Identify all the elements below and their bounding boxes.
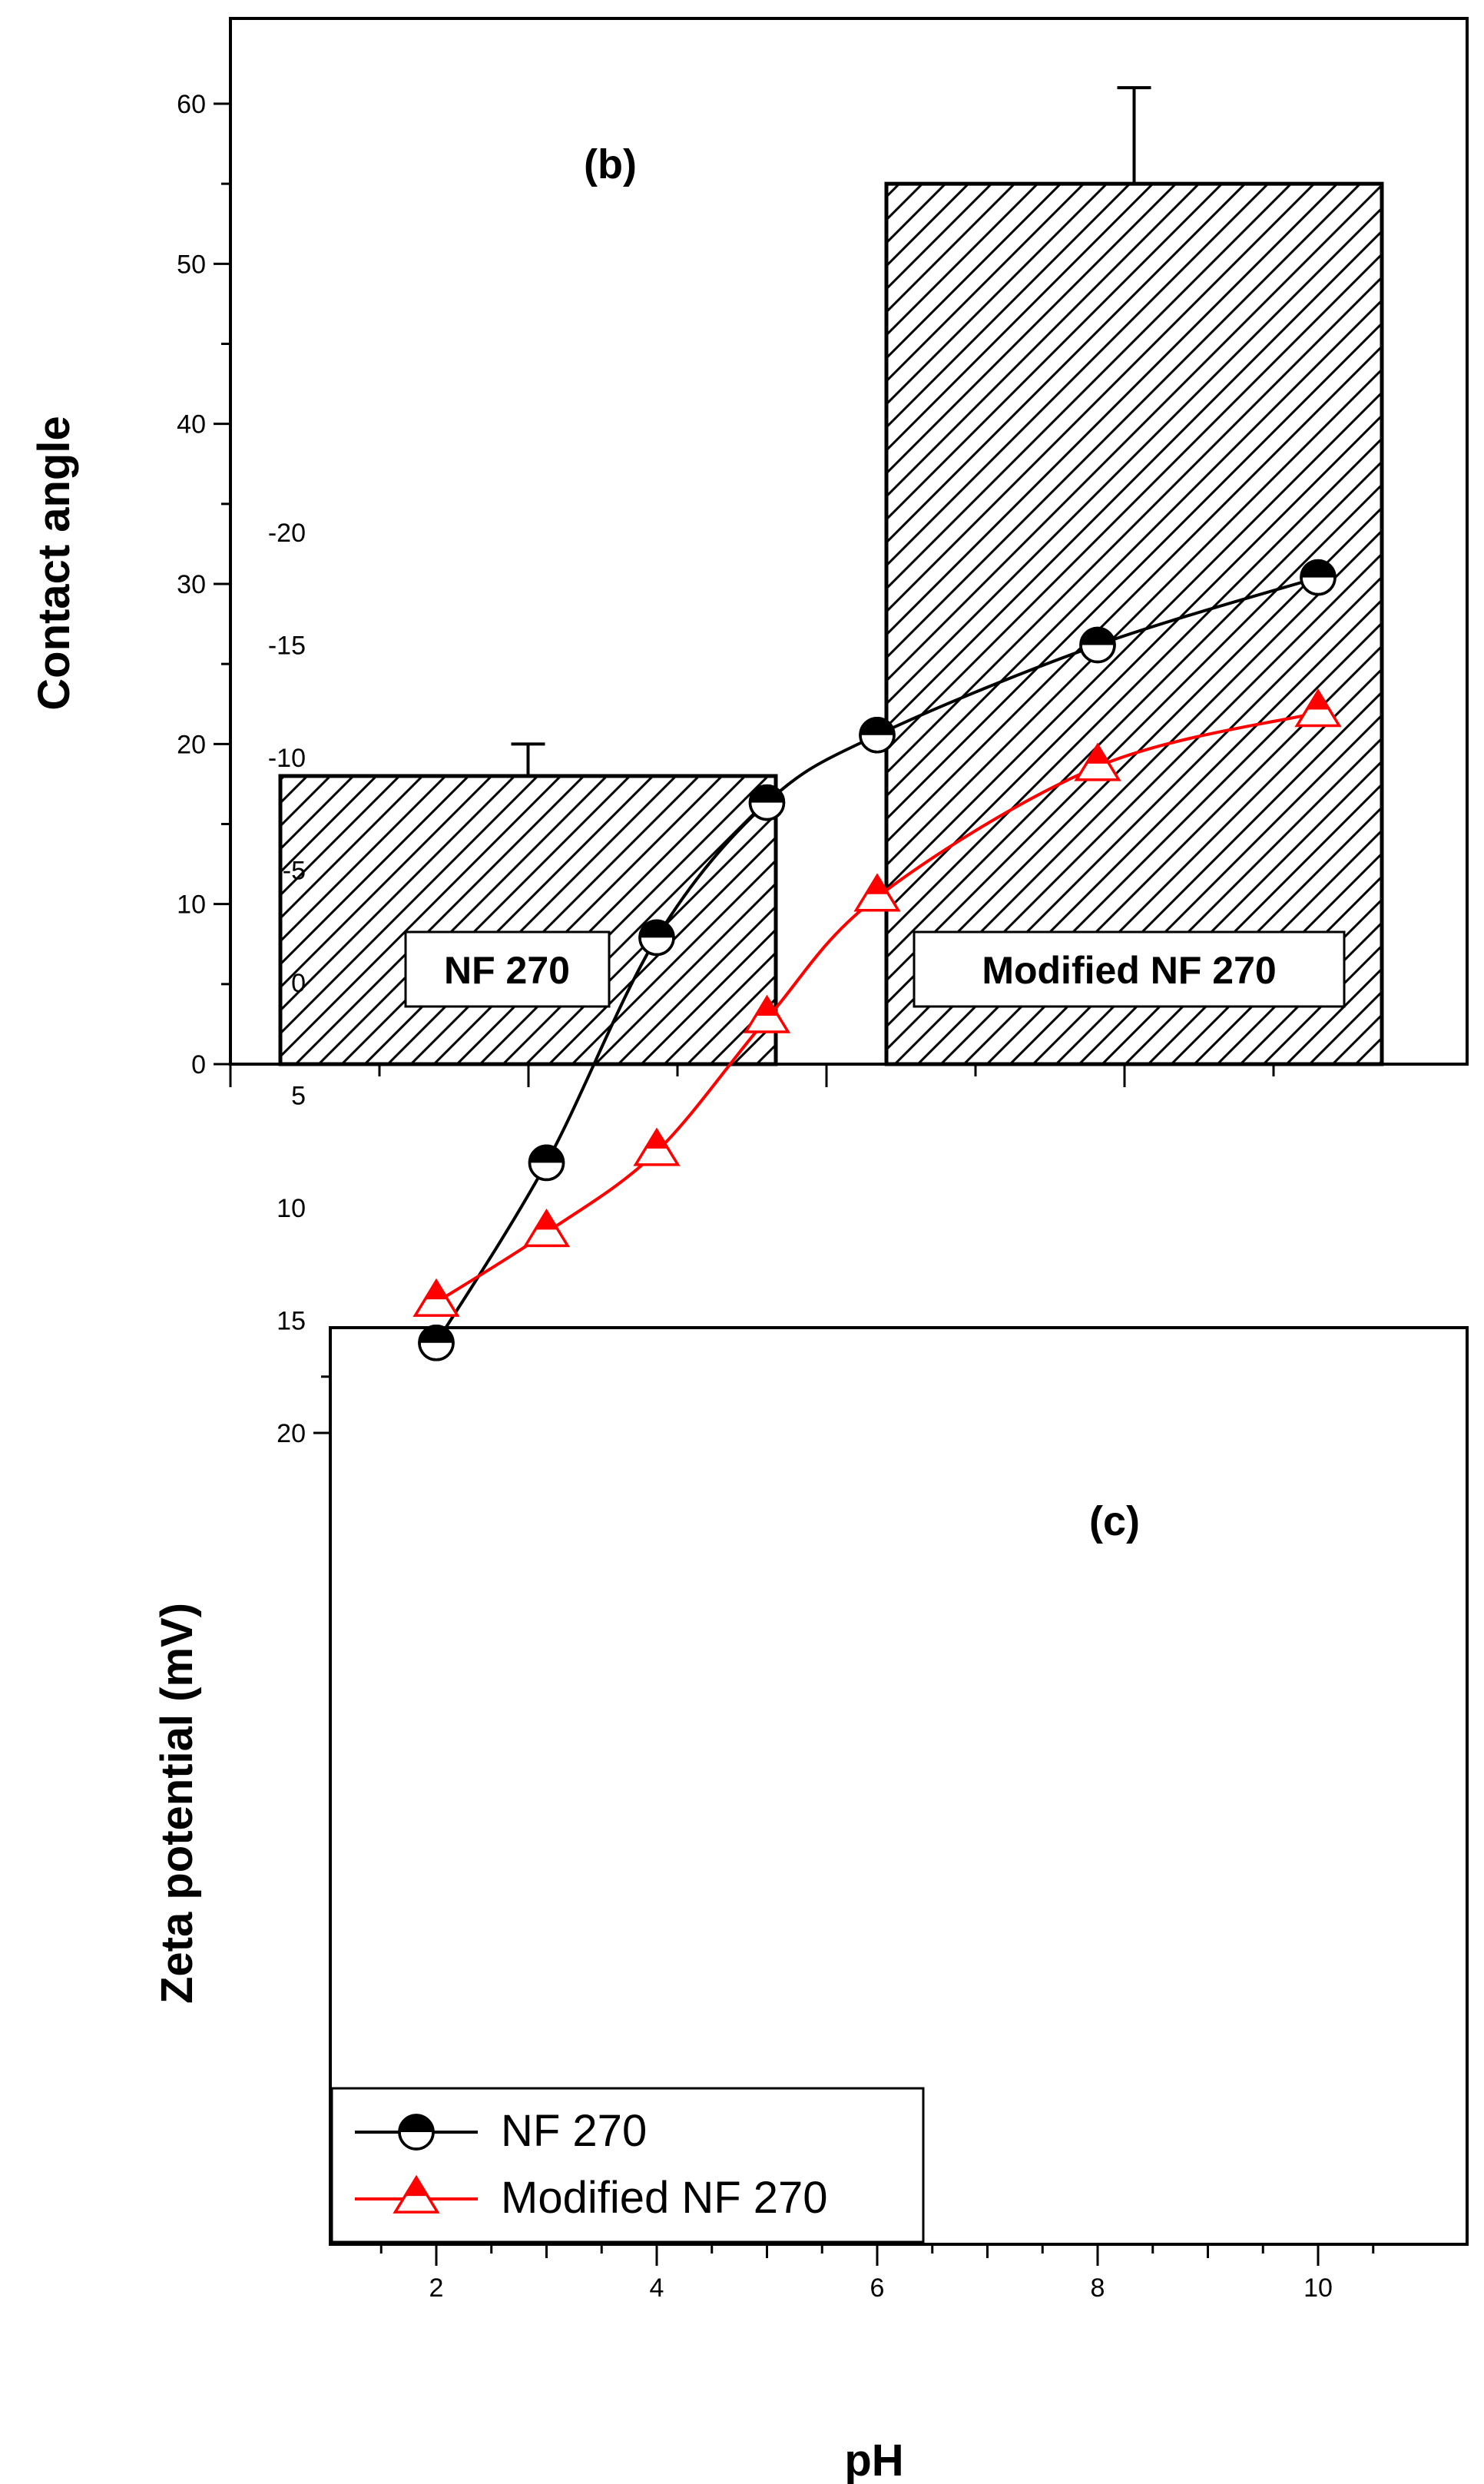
data-point bbox=[1079, 626, 1116, 664]
line-y-tick-label: -20 bbox=[268, 519, 306, 548]
legend-marker-modified-nf270 bbox=[393, 2174, 440, 2214]
bar-category-label-2: Modified NF 270 bbox=[913, 930, 1346, 1008]
bar-y-axis-title: Contact angle bbox=[29, 416, 79, 711]
bar-series bbox=[278, 86, 1384, 1066]
data-point bbox=[528, 1144, 565, 1182]
line-x-axis-title: pH bbox=[844, 2436, 903, 2484]
line-y-tick-label: -10 bbox=[268, 744, 306, 773]
line-y-tick-label: 20 bbox=[277, 1419, 306, 1448]
line-x-tick-label: 2 bbox=[429, 2273, 444, 2303]
bar-y-tick-label: 40 bbox=[177, 410, 206, 439]
data-point bbox=[522, 1208, 571, 1248]
line-x-tick-label: 10 bbox=[1303, 2273, 1333, 2303]
line-y-tick-label: -15 bbox=[268, 632, 306, 661]
bar-y-tick-label: 30 bbox=[177, 570, 206, 599]
bar-category-label-1: NF 270 bbox=[404, 930, 611, 1008]
data-point bbox=[1294, 688, 1342, 728]
zeta-potential-line-chart: 20 15 10 5 0 -5 -10 -15 -20 2 4 6 8 10 (c) Zeta pote… bbox=[152, 519, 1469, 2484]
data-point bbox=[859, 716, 896, 754]
legend: NF 270 Modified NF 270 bbox=[330, 2087, 925, 2244]
svg-text:NF 270: NF 270 bbox=[444, 949, 570, 992]
legend-label-nf270: NF 270 bbox=[501, 2106, 647, 2156]
line-y-axis-title: Zeta potential (mV) bbox=[152, 1603, 202, 2004]
line-y-tick-label: 15 bbox=[277, 1307, 306, 1336]
data-point bbox=[853, 873, 901, 912]
line-y-tick-label: -5 bbox=[283, 857, 306, 886]
bar-y-axis: 0 10 20 30 40 50 60 bbox=[177, 90, 230, 1079]
panel-label-b: (b) bbox=[584, 141, 637, 187]
svg-text:Modified NF 270: Modified NF 270 bbox=[982, 949, 1276, 992]
line-y-tick-label: 5 bbox=[291, 1082, 306, 1111]
line-y-tick-label: 0 bbox=[291, 969, 306, 998]
bar-x-axis bbox=[229, 1064, 1275, 1087]
bar bbox=[884, 181, 1384, 1066]
line-series bbox=[412, 559, 1342, 1361]
contact-angle-bar-chart: 0 10 20 30 40 50 60 (b) Contact angle NF 270 M… bbox=[29, 17, 1469, 1087]
data-point bbox=[743, 994, 791, 1033]
line-x-tick-label: 4 bbox=[650, 2273, 664, 2303]
bar-y-tick-label: 20 bbox=[177, 730, 206, 759]
data-point bbox=[412, 1278, 460, 1317]
data-point bbox=[748, 784, 786, 821]
data-point bbox=[638, 919, 675, 957]
line-x-tick-label: 8 bbox=[1091, 2273, 1105, 2303]
legend-marker-nf270 bbox=[398, 2114, 435, 2151]
data-point bbox=[1300, 559, 1337, 596]
data-point bbox=[1074, 742, 1121, 781]
line-plot-frame bbox=[329, 1326, 1469, 2246]
bar-y-tick-label: 50 bbox=[177, 250, 206, 279]
data-point bbox=[418, 1325, 455, 1361]
bar-y-tick-label: 60 bbox=[177, 90, 206, 119]
line-x-tick-label: 6 bbox=[870, 2273, 885, 2303]
line-y-axis: 20 15 10 5 0 -5 -10 -15 -20 bbox=[268, 519, 330, 1448]
bar bbox=[278, 774, 778, 1066]
line-x-axis: 2 4 6 8 10 bbox=[379, 2244, 1375, 2303]
bar-y-tick-label: 0 bbox=[191, 1050, 206, 1079]
legend-label-modified-nf270: Modified NF 270 bbox=[501, 2173, 828, 2223]
line-y-tick-label: 10 bbox=[277, 1194, 306, 1223]
panel-label-c: (c) bbox=[1089, 1498, 1140, 1544]
bar-plot-frame bbox=[229, 17, 1469, 1066]
bar-y-tick-label: 10 bbox=[177, 890, 206, 920]
data-point bbox=[633, 1127, 681, 1166]
